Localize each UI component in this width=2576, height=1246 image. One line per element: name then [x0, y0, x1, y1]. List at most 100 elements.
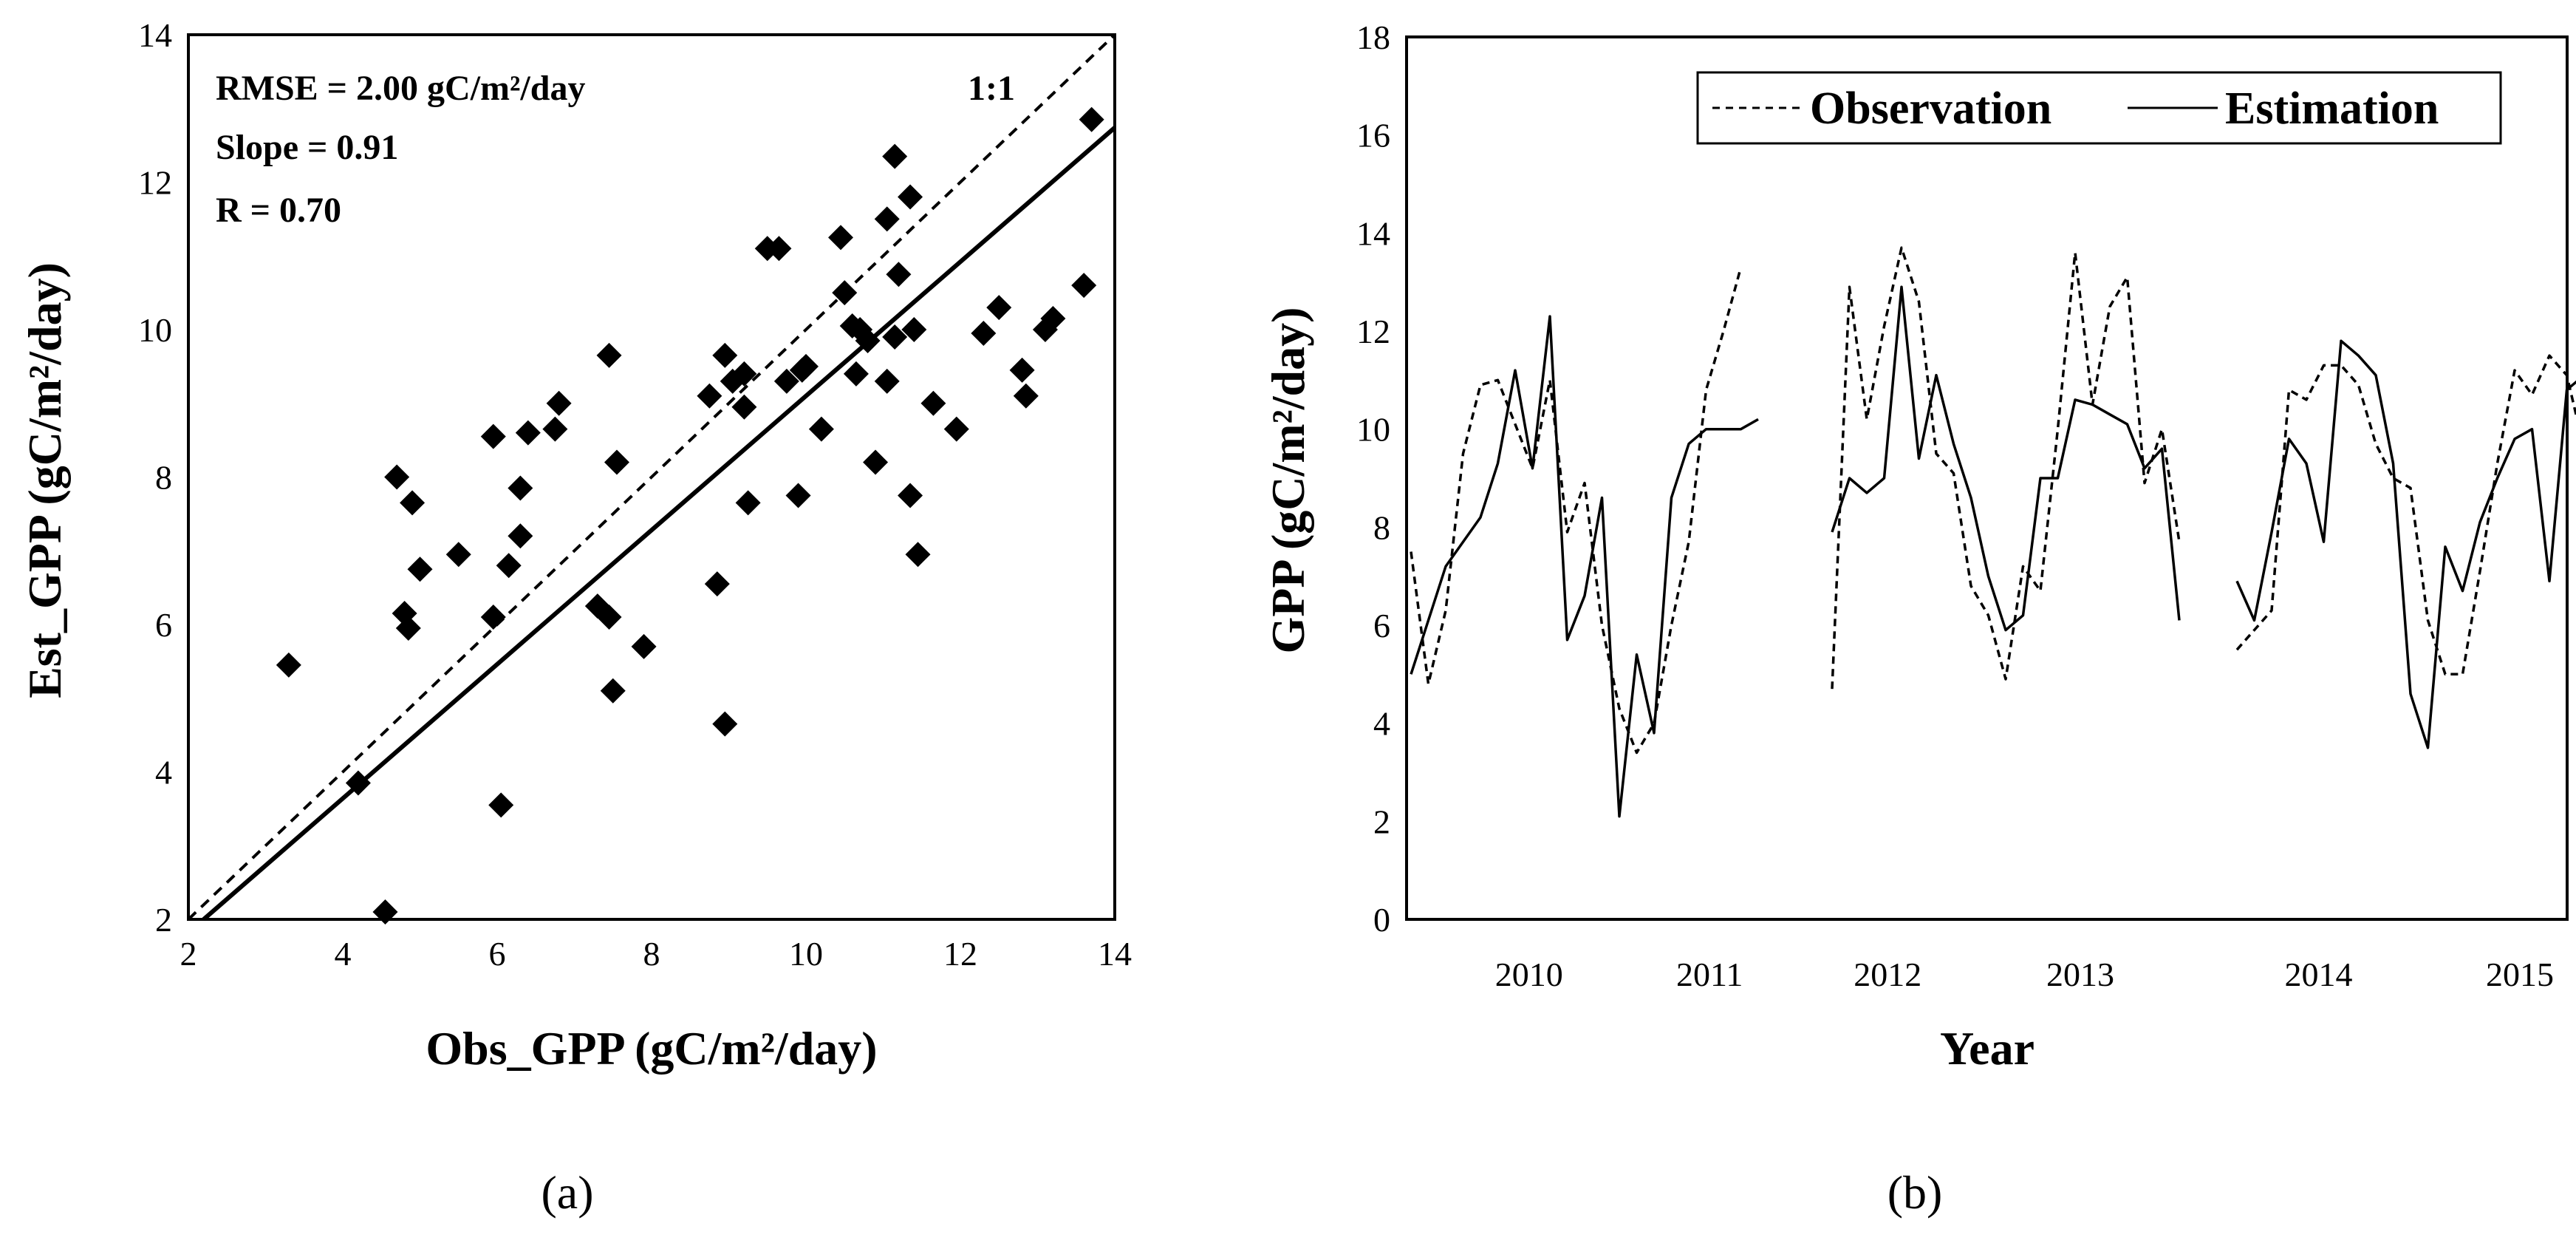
scatter-point [874, 368, 900, 394]
scatter-point [882, 143, 908, 169]
estimation-series-line [1831, 285, 2181, 632]
scatter-x-tick-label: 8 [643, 935, 660, 973]
scatter-point [920, 390, 946, 416]
timeseries-y-tick-label: 6 [1373, 607, 1390, 644]
scatter-point [508, 523, 533, 549]
scatter-point [882, 324, 908, 350]
scatter-point [943, 416, 969, 442]
scatter-point [542, 416, 568, 442]
timeseries-x-tick-label: 2010 [1495, 956, 1563, 993]
scatter-y-tick-label: 10 [138, 311, 172, 349]
scatter-point [631, 633, 657, 659]
scatter-point [480, 605, 506, 630]
scatter-point [731, 361, 757, 387]
legend-observation-label: Observation [1810, 84, 2051, 134]
scatter-point [372, 899, 398, 925]
scatter-point [898, 184, 923, 210]
scatter-point [508, 475, 533, 501]
scatter-point [600, 678, 626, 704]
scatter-point [1040, 306, 1066, 332]
scatter-point [793, 353, 819, 379]
scatter-point [808, 416, 834, 442]
slope-annotation: Slope = 0.91 [216, 128, 398, 167]
scatter-x-tick-label: 6 [489, 935, 506, 973]
scatter-point [712, 342, 738, 368]
timeseries-y-tick-label: 4 [1373, 705, 1390, 743]
scatter-point [395, 615, 421, 641]
scatter-x-tick-label: 4 [335, 935, 352, 973]
timeseries-y-tick-label: 16 [1356, 117, 1390, 154]
scatter-x-tick-label: 2 [180, 935, 197, 973]
scatter-point [407, 556, 433, 582]
scatter-point [735, 490, 761, 516]
timeseries-x-axis-label: Year [1940, 1022, 2035, 1075]
scatter-point [901, 317, 927, 342]
scatter-x-tick-label: 12 [943, 935, 977, 973]
scatter-point [766, 236, 792, 262]
scatter-point [596, 342, 622, 368]
scatter-point [712, 711, 738, 737]
scatter-point [1009, 357, 1035, 383]
fit-line [202, 126, 1116, 922]
scatter-point [488, 792, 514, 818]
timeseries-x-tick-labels: 2010 2011 2012 2013 2014 2015 [1495, 956, 2554, 993]
scatter-point [1079, 106, 1104, 132]
estimation-series-line [1410, 315, 1759, 818]
scatter-y-tick-label: 12 [138, 164, 172, 202]
scatter-point [855, 327, 881, 353]
scatter-point [886, 262, 912, 287]
legend-box [1696, 71, 2502, 145]
panel-a-label: (a) [541, 1166, 593, 1219]
scatter-point [1071, 273, 1097, 299]
scatter-point [604, 449, 629, 475]
scatter-plot-frame [187, 33, 1116, 921]
scatter-point [596, 605, 622, 630]
scatter-y-axis-label: Est_GPP (gC/m²/day) [18, 262, 71, 698]
timeseries-y-tick-label: 14 [1356, 214, 1390, 252]
scatter-y-tick-label: 2 [155, 901, 172, 939]
timeseries-y-tick-label: 2 [1373, 803, 1390, 840]
scatter-point [515, 420, 541, 446]
scatter-x-axis-label: Obs_GPP (gC/m²/day) [426, 1022, 877, 1075]
scatter-point [971, 320, 997, 346]
rmse-annotation: RMSE = 2.00 gC/m²/day [216, 69, 585, 108]
timeseries-x-tick-label: 2012 [1854, 956, 1921, 993]
scatter-point [874, 206, 900, 232]
scatter-points [276, 106, 1104, 925]
scatter-point [445, 542, 471, 568]
scatter-point [345, 770, 371, 796]
r-annotation: R = 0.70 [216, 191, 341, 230]
scatter-point [496, 553, 522, 579]
timeseries-y-tick-label: 12 [1356, 313, 1390, 350]
one-to-one-label: 1:1 [968, 69, 1015, 108]
scatter-point [546, 390, 572, 416]
scatter-point [704, 571, 730, 597]
timeseries-y-tick-labels: 0 2 4 6 8 10 12 14 16 18 [1356, 18, 1390, 939]
scatter-point [905, 542, 931, 568]
scatter-point [843, 361, 869, 387]
timeseries-y-tick-label: 8 [1373, 508, 1390, 546]
scatter-y-tick-labels: 2 4 6 8 10 12 14 [138, 16, 172, 939]
timeseries-x-tick-label: 2013 [2046, 956, 2114, 993]
scatter-y-tick-label: 8 [155, 459, 172, 497]
scatter-point [400, 490, 426, 516]
scatter-y-tick-label: 6 [155, 606, 172, 644]
scatter-point [986, 295, 1012, 321]
timeseries-y-tick-label: 10 [1356, 411, 1390, 449]
scatter-y-tick-label: 4 [155, 754, 172, 791]
legend: Observation Estimation [1696, 71, 2502, 145]
scatter-point [785, 483, 811, 508]
scatter-point [863, 449, 889, 475]
timeseries-lines [1410, 246, 2576, 818]
timeseries-y-axis-label: GPP (gC/m²/day) [1262, 307, 1314, 654]
scatter-point [697, 383, 722, 409]
scatter-point [773, 368, 799, 394]
timeseries-y-tick-label: 0 [1373, 901, 1390, 939]
timeseries-panel: 0 2 4 6 8 10 12 14 16 18 2010 2011 2012 2013 2014 2015… [1262, 18, 2576, 1219]
scatter-point [276, 652, 301, 678]
legend-estimation-label: Estimation [2225, 84, 2439, 134]
timeseries-y-tick-label: 18 [1356, 18, 1390, 56]
timeseries-x-tick-label: 2015 [2486, 956, 2554, 993]
scatter-point [1013, 383, 1039, 409]
